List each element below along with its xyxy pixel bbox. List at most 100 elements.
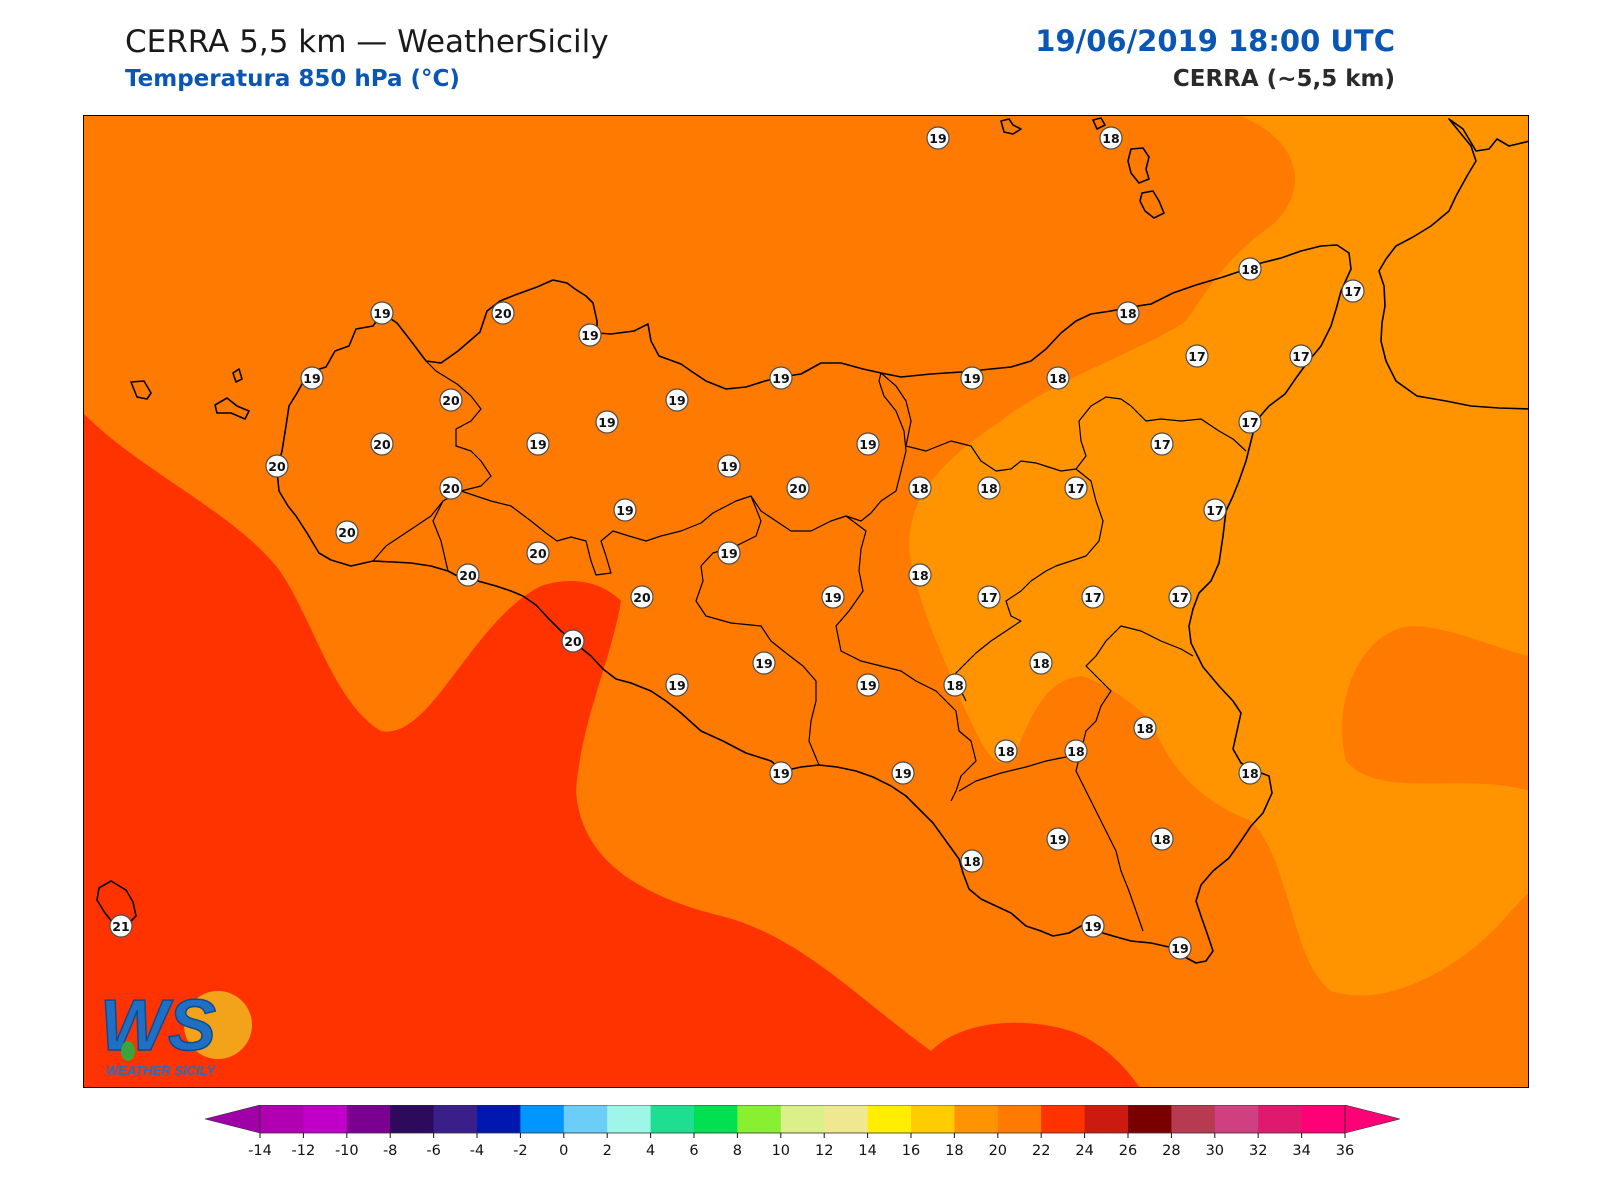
station-marker: 19: [821, 585, 845, 609]
station-dot: [265, 454, 289, 478]
station-value: 18: [1241, 262, 1258, 277]
station-marker: 20: [370, 432, 394, 456]
station-value: 19: [581, 328, 598, 343]
station-dot: [891, 761, 915, 785]
station-dot: [821, 585, 845, 609]
station-marker: 20: [630, 585, 654, 609]
station-value: 19: [929, 131, 946, 146]
station-marker: 19: [595, 410, 619, 434]
station-dot: [1238, 761, 1262, 785]
colorbar-box: [1171, 1105, 1216, 1133]
station-dot: [665, 388, 689, 412]
station-dot: [1064, 476, 1088, 500]
station-marker: 19: [752, 651, 776, 675]
station-dot: [1099, 126, 1123, 150]
colorbar-over-arrow: [1344, 1105, 1401, 1134]
station-value: 20: [373, 437, 391, 452]
station-marker: 19: [526, 432, 550, 456]
station-dot: [1168, 936, 1192, 960]
station-value: 20: [459, 568, 477, 583]
station-dot: [1081, 585, 1105, 609]
station-marker: 19: [578, 323, 602, 347]
station-value: 19: [668, 393, 685, 408]
colorbar-box: [260, 1105, 304, 1133]
leaf-icon: [121, 1041, 135, 1061]
colorbar-tick-label: 14: [858, 1143, 876, 1159]
station-value: 18: [1032, 656, 1049, 671]
colorbar-box: [954, 1105, 999, 1133]
colorbar-box: [433, 1105, 478, 1133]
colorbar-box: [520, 1105, 565, 1133]
station-dot: [1341, 279, 1365, 303]
station-marker: 19: [856, 673, 880, 697]
coast-egadi-2: [214, 397, 250, 420]
coast-aeolian-2: [1092, 117, 1106, 130]
station-dot: [1238, 257, 1262, 281]
station-value: 19: [668, 678, 685, 693]
station-dot: [439, 476, 463, 500]
station-dot: [908, 476, 932, 500]
colorbar-box: [563, 1105, 608, 1133]
map-title: CERRA 5,5 km — WeatherSicily: [125, 24, 609, 60]
prov-trapani-palermo: [425, 360, 492, 572]
colorbar-box: [390, 1105, 435, 1133]
colorbar-tick-label: 34: [1292, 1143, 1310, 1159]
station-value: 20: [338, 525, 356, 540]
station-dot: [977, 585, 1001, 609]
station-value: 18: [980, 481, 997, 496]
colorbar-tick-label: 28: [1162, 1143, 1180, 1159]
colorbar-box: [303, 1105, 348, 1133]
colorbar-box: [1258, 1105, 1303, 1133]
station-marker: 17: [1150, 432, 1174, 456]
station-value: 19: [772, 371, 789, 386]
station-dot: [1185, 344, 1209, 368]
station-value: 17: [1084, 590, 1101, 605]
station-marker: 20: [786, 476, 810, 500]
station-value: 20: [442, 393, 460, 408]
logo-letters: WS: [100, 986, 216, 1066]
station-value: 19: [529, 437, 546, 452]
colorbar-boxes: [204, 1105, 1401, 1134]
station-value: 20: [268, 459, 286, 474]
station-marker: 17: [1289, 344, 1313, 368]
colorbar-tick-label: 36: [1336, 1143, 1354, 1159]
colorbar-tick-label: 0: [559, 1143, 568, 1159]
station-marker: 20: [439, 476, 463, 500]
station-dot: [717, 454, 741, 478]
model-label: CERRA (~5,5 km): [1172, 66, 1395, 92]
coast-calabria: [1378, 118, 1528, 410]
station-marker: 18: [1133, 716, 1157, 740]
station-marker: 19: [613, 498, 637, 522]
station-dot: [1203, 498, 1227, 522]
colorbar-tick-label: -6: [426, 1143, 440, 1159]
station-value: 19: [859, 437, 876, 452]
station-marker: 17: [1168, 585, 1192, 609]
station-marker: 19: [1081, 914, 1105, 938]
station-marker: 18: [1238, 257, 1262, 281]
station-value: 19: [616, 503, 633, 518]
colorbar-tick-label: 22: [1032, 1143, 1050, 1159]
station-dot: [943, 673, 967, 697]
coast-egadi-1: [130, 380, 152, 400]
station-dot: [1289, 344, 1313, 368]
colorbar-box: [1084, 1105, 1129, 1133]
colorbar-box: [867, 1105, 912, 1133]
station-dot: [1064, 739, 1088, 763]
logo-brand: WEATHER SICILY: [106, 1063, 217, 1078]
station-marker: 18: [977, 476, 1001, 500]
station-marker: 18: [943, 673, 967, 697]
station-dot: [370, 301, 394, 325]
colorbar-tick-label: 2: [603, 1143, 612, 1159]
station-value: 18: [1119, 306, 1136, 321]
station-dot: [926, 126, 950, 150]
station-dot: [578, 323, 602, 347]
station-dot: [856, 432, 880, 456]
station-value: 19: [894, 766, 911, 781]
prov-agrigento-trapani: [372, 500, 444, 562]
colorbar-box: [607, 1105, 652, 1133]
station-value: 19: [859, 678, 876, 693]
station-marker: 20: [265, 454, 289, 478]
station-marker: 18: [1116, 301, 1140, 325]
station-value: 17: [1153, 437, 1170, 452]
station-dot: [370, 432, 394, 456]
